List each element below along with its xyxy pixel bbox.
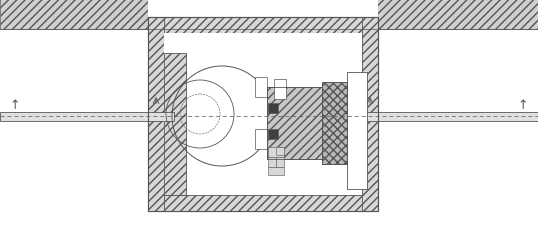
Bar — [274, 80, 286, 100]
Bar — [347, 73, 367, 189]
Text: 71: 71 — [278, 160, 290, 169]
Text: A: A — [519, 112, 527, 121]
Bar — [267, 88, 322, 159]
Bar — [268, 129, 278, 139]
Text: 7: 7 — [301, 82, 307, 91]
Text: 881: 881 — [346, 150, 364, 159]
Bar — [276, 147, 284, 155]
Bar — [268, 157, 276, 167]
Text: 88: 88 — [349, 161, 361, 170]
Text: 93: 93 — [191, 78, 203, 87]
Text: 50: 50 — [272, 71, 284, 80]
Text: 712: 712 — [346, 135, 364, 144]
Text: 8: 8 — [195, 160, 201, 169]
Text: 793: 793 — [309, 71, 327, 80]
Text: 79: 79 — [319, 93, 331, 102]
Bar — [0, 112, 174, 121]
Bar — [255, 78, 267, 98]
Bar — [268, 104, 278, 114]
Text: 5: 5 — [265, 87, 271, 96]
Text: 6: 6 — [265, 137, 271, 146]
Bar — [148, 18, 378, 211]
Text: 81: 81 — [157, 150, 169, 159]
Bar — [164, 34, 362, 195]
Bar — [322, 83, 347, 164]
Bar — [268, 147, 284, 157]
Bar — [357, 112, 538, 121]
Bar — [362, 18, 378, 211]
Text: 61: 61 — [281, 167, 293, 176]
Bar — [268, 167, 284, 175]
Bar — [322, 83, 347, 164]
Bar — [148, 0, 378, 30]
Bar — [0, 0, 538, 30]
Bar — [267, 88, 322, 159]
Text: ↑: ↑ — [518, 99, 528, 112]
Bar — [148, 18, 378, 211]
Text: 4: 4 — [222, 73, 228, 82]
Bar — [164, 54, 186, 195]
Bar — [148, 18, 164, 211]
Text: 51: 51 — [276, 95, 288, 104]
Text: 711: 711 — [263, 160, 280, 169]
Text: 41: 41 — [220, 142, 231, 151]
Bar — [255, 129, 267, 149]
Bar — [148, 18, 378, 34]
Bar — [148, 195, 378, 211]
Bar — [276, 157, 284, 167]
Text: A: A — [11, 112, 19, 121]
Text: ↑: ↑ — [10, 99, 20, 112]
